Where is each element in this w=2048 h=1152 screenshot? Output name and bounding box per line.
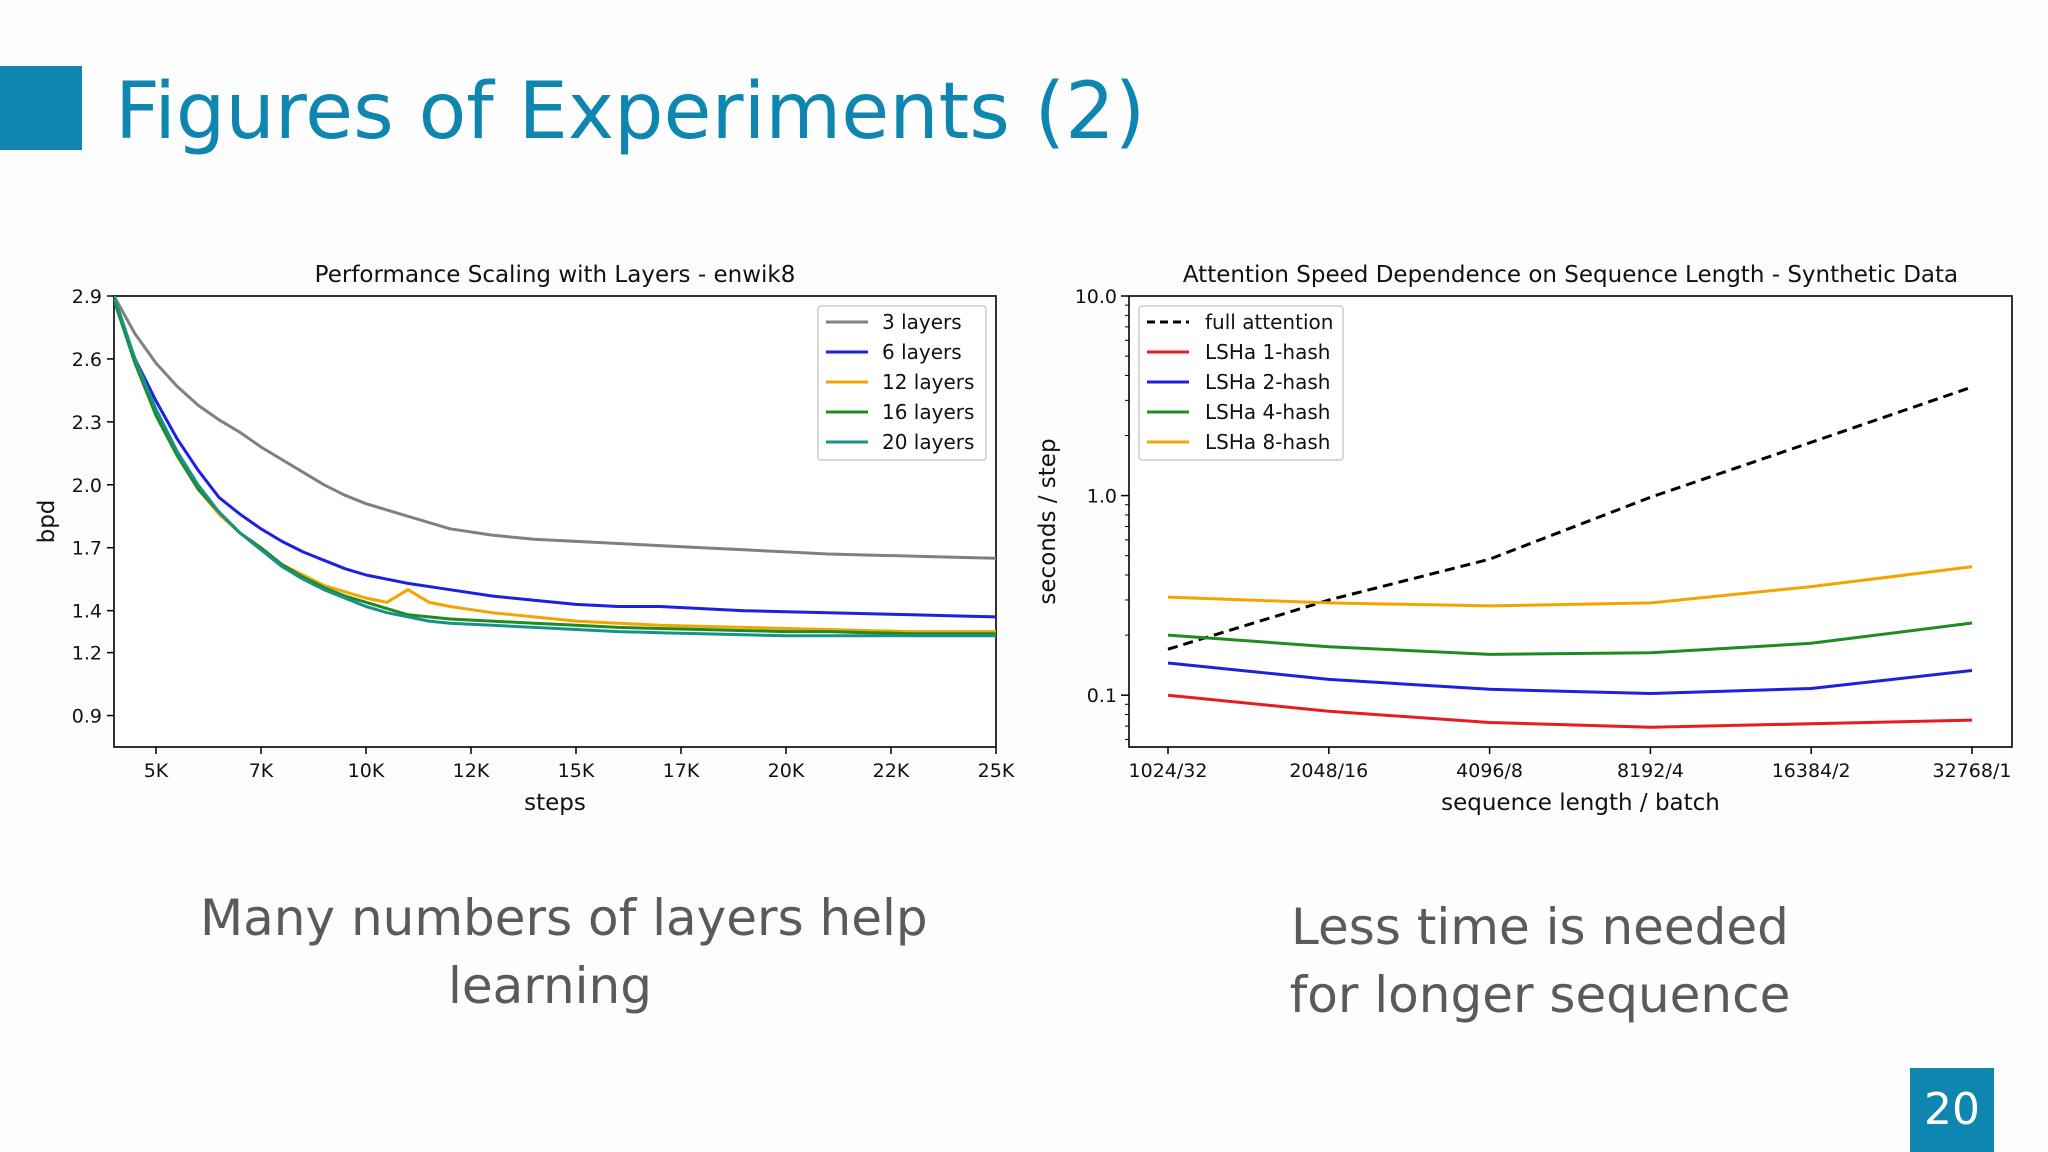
legend-label-16-layers: 16 layers <box>882 400 974 424</box>
layers-performance-chart: Performance Scaling with Layers - enwik8… <box>34 262 1015 816</box>
x-tick-label: 2048/16 <box>1289 760 1368 782</box>
caption-left: Many numbers of layers help learning <box>200 884 928 1020</box>
x-tick-label: 16384/2 <box>1772 760 1851 782</box>
chart-title: Attention Speed Dependence on Sequence L… <box>1183 262 1958 288</box>
series-group <box>1167 385 1973 729</box>
legend-label-12-layers: 12 layers <box>882 370 974 394</box>
y-tick-label: 1.7 <box>72 538 102 560</box>
x-tick-label: 5K <box>144 760 169 782</box>
series-line-6-layers <box>114 299 996 619</box>
x-tick-label: 8192/4 <box>1617 760 1684 782</box>
series-line-lsha-4-hash <box>1167 621 1973 656</box>
legend-label-lsha-2-hash: LSHa 2-hash <box>1205 370 1330 394</box>
legend-label-6-layers: 6 layers <box>882 340 962 364</box>
x-axis-label: steps <box>524 790 586 816</box>
slide-title: Figures of Experiments (2) <box>115 67 1146 157</box>
x-tick-label: 7K <box>249 760 274 782</box>
y-tick-label: 1.2 <box>72 643 102 665</box>
y-tick-label: 1.0 <box>1087 486 1117 508</box>
caption-right-line-1: Less time is needed <box>1291 898 1789 956</box>
series-group <box>114 296 996 638</box>
y-tick-label: 10.0 <box>1075 286 1117 308</box>
series-line-lsha-2-hash <box>1167 661 1973 695</box>
y-tick-label: 0.9 <box>72 706 102 728</box>
y-tick-label: 1.4 <box>72 601 102 623</box>
series-line-lsha-1-hash <box>1167 693 1973 729</box>
legend-label-3-layers: 3 layers <box>882 310 962 334</box>
page-number: 20 <box>1910 1068 1994 1152</box>
y-tick-label: 2.9 <box>72 286 102 308</box>
x-tick-label: 15K <box>558 760 595 782</box>
caption-left-line-2: learning <box>448 957 652 1015</box>
x-tick-label: 22K <box>873 760 910 782</box>
y-tick-label: 2.0 <box>72 475 102 497</box>
series-line-full-attention <box>1167 385 1973 651</box>
series-line-lsha-8-hash <box>1167 565 1973 608</box>
legend-label-20-layers: 20 layers <box>882 430 974 454</box>
x-tick-label: 12K <box>453 760 490 782</box>
caption-left-line-1: Many numbers of layers help <box>200 889 928 947</box>
y-axis-label: bpd <box>34 500 60 544</box>
caption-right-line-2: for longer sequence <box>1289 966 1791 1024</box>
x-tick-label: 20K <box>768 760 805 782</box>
x-tick-label: 1024/32 <box>1129 760 1208 782</box>
x-axis-label: sequence length / batch <box>1441 790 1720 816</box>
y-tick-label: 0.1 <box>1087 685 1117 707</box>
legend-label-lsha-4-hash: LSHa 4-hash <box>1205 400 1330 424</box>
x-tick-label: 4096/8 <box>1456 760 1523 782</box>
legend-label-lsha-1-hash: LSHa 1-hash <box>1205 340 1330 364</box>
series-line-3-layers <box>114 296 996 560</box>
x-tick-label: 32768/1 <box>1933 760 2012 782</box>
y-tick-label: 2.3 <box>72 412 102 434</box>
caption-right: Less time is needed for longer sequence <box>1240 893 1840 1029</box>
x-tick-label: 25K <box>978 760 1015 782</box>
x-tick-label: 17K <box>663 760 700 782</box>
attention-speed-chart: Attention Speed Dependence on Sequence L… <box>1035 262 2013 816</box>
y-axis-label: seconds / step <box>1035 438 1061 604</box>
legend-box <box>817 305 987 461</box>
chart-title: Performance Scaling with Layers - enwik8 <box>315 262 796 288</box>
legend-box <box>1138 305 1344 461</box>
x-tick-label: 10K <box>348 760 385 782</box>
title-accent-bar <box>0 66 82 150</box>
legend-label-full-attention: full attention <box>1205 310 1333 334</box>
series-line-20-layers <box>114 296 996 638</box>
y-tick-label: 2.6 <box>72 349 102 371</box>
legend-label-lsha-8-hash: LSHa 8-hash <box>1205 430 1330 454</box>
